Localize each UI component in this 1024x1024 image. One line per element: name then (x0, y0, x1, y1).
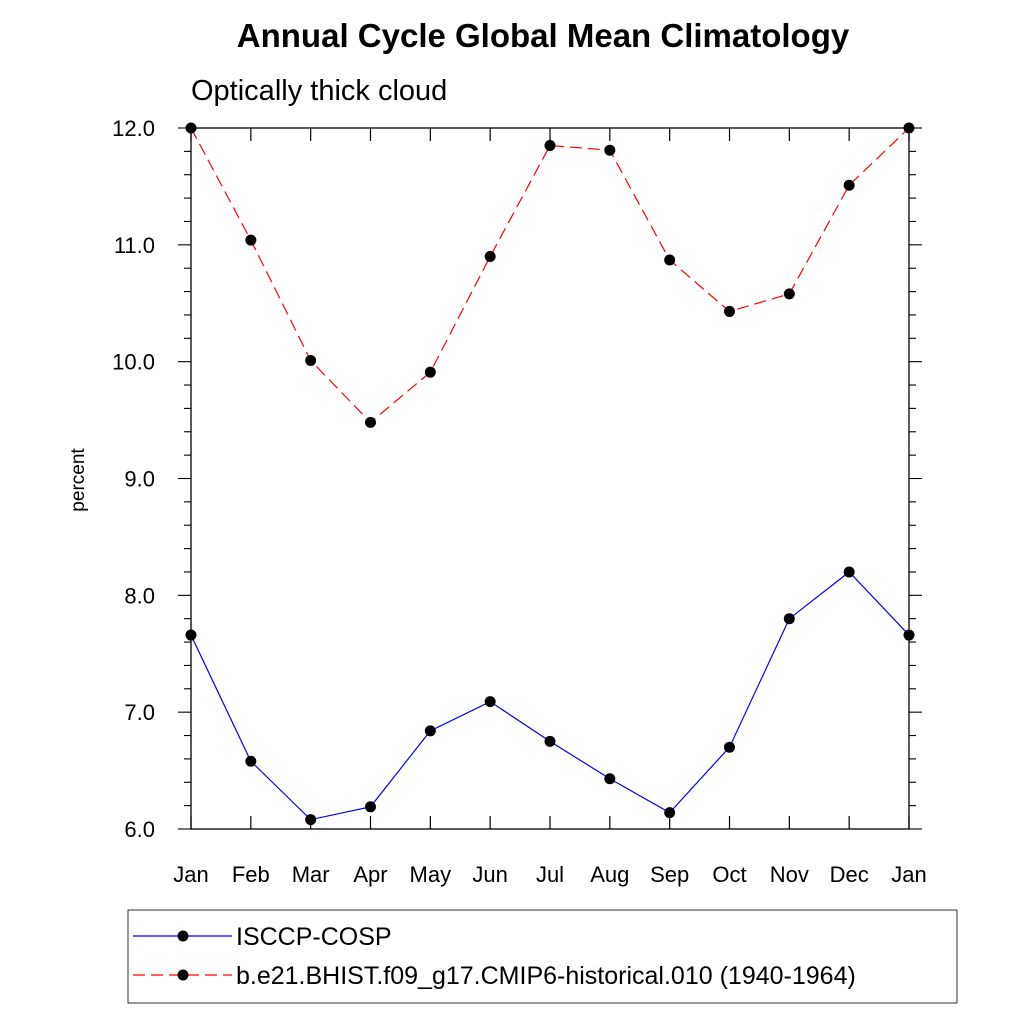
data-point (185, 629, 197, 641)
series-line-0 (190, 571, 910, 821)
x-tick-label: Jan (173, 862, 208, 887)
data-point (724, 305, 735, 317)
y-axis-label: percent (68, 448, 89, 512)
data-point (245, 755, 257, 767)
data-point (604, 773, 616, 785)
y-tick-label: 12.0 (112, 116, 155, 141)
data-point (245, 234, 257, 246)
x-tick-label: Jul (536, 862, 564, 887)
data-point (305, 814, 317, 826)
x-tick-label: Feb (232, 862, 270, 887)
data-point (903, 122, 915, 134)
legend-box (127, 909, 958, 1004)
x-tick-label: Aug (590, 862, 629, 887)
plot-area: Jan Feb Mar Apr May Jun Jul Aug Sep Oct Nov Dec Jan 6… (112, 116, 927, 887)
x-tick-label: Sep (650, 862, 689, 887)
y-tick-label: 8.0 (124, 583, 155, 608)
data-point (305, 354, 317, 366)
x-tick-label: Dec (830, 862, 869, 887)
series-line-1 (190, 127, 910, 424)
x-tick-label: Mar (292, 862, 330, 887)
x-tick-label: May (410, 862, 452, 887)
data-point (484, 251, 496, 263)
data-point (783, 288, 795, 300)
data-point (664, 807, 676, 819)
x-tick-label: Apr (353, 862, 387, 887)
y-tick-label: 9.0 (124, 467, 155, 492)
data-point (544, 140, 556, 152)
legend-label: ISCCP-COSP (236, 923, 392, 951)
y-tick-label: 7.0 (124, 700, 155, 725)
chart-title: Annual Cycle Global Mean Climatology (237, 17, 850, 54)
legend-marker (177, 969, 189, 981)
y-tick-label: 10.0 (112, 350, 155, 375)
x-tick-label: Nov (770, 862, 809, 887)
x-tick-label: Jan (891, 862, 926, 887)
data-point (484, 696, 496, 708)
data-point (664, 254, 676, 266)
x-tick-label: Oct (712, 862, 746, 887)
data-point (424, 366, 436, 378)
data-point (365, 416, 376, 428)
data-point (783, 613, 795, 625)
data-point (365, 801, 376, 813)
data-point (424, 725, 436, 737)
data-point (843, 566, 855, 578)
data-point (903, 629, 915, 641)
data-point (185, 122, 197, 134)
data-point (843, 179, 855, 191)
data-point (724, 741, 735, 753)
legend-marker (177, 930, 189, 942)
y-tick-label: 6.0 (124, 817, 155, 842)
x-tick-label: Jun (472, 862, 507, 887)
y-tick-label: 11.0 (114, 233, 155, 258)
data-point (544, 735, 556, 747)
legend: ISCCP-COSP b.e21.BHIST.f09_g17.CMIP6-hist… (127, 909, 958, 1004)
chart-subtitle: Optically thick cloud (191, 75, 447, 107)
legend-label: b.e21.BHIST.f09_g17.CMIP6-historical.010… (236, 962, 856, 990)
plot-frame (190, 127, 910, 830)
data-point (604, 144, 616, 156)
